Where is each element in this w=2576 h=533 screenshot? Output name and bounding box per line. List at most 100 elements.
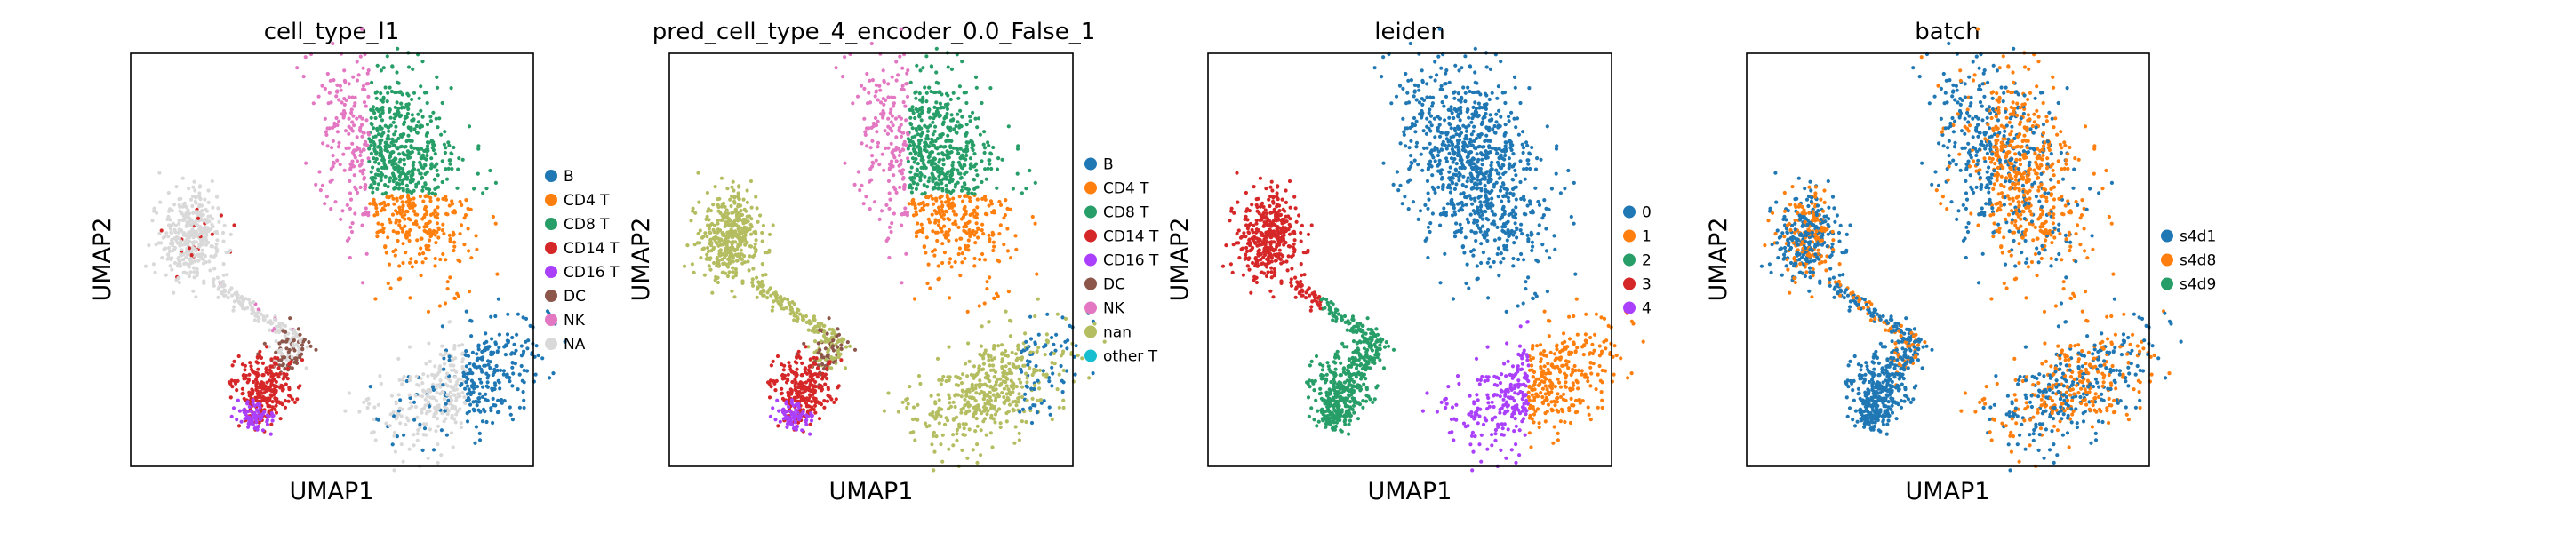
scatter-point [886,82,891,86]
scatter-point [1102,339,1107,344]
scatter-point [272,387,276,392]
scatter-point [848,344,852,348]
scatter-point [1266,270,1270,274]
scatter-point [793,418,797,422]
scatter-point [460,343,465,347]
scatter-point [513,362,517,366]
scatter-point [284,382,288,386]
scatter-point [431,211,436,216]
scatter-point [170,209,174,213]
scatter-point [740,279,745,283]
scatter-point [219,213,223,218]
scatter-point [231,308,236,313]
scatter-point [493,180,499,185]
scatter-point [820,362,825,367]
scatter-point [886,146,891,150]
scatter-point [499,398,503,402]
scatter-point [425,153,429,158]
scatter-point [1000,364,1004,370]
scatter-point [510,335,515,340]
scatter-point [404,251,408,255]
scatter-point [808,394,813,398]
scatter-point [948,197,952,202]
scatter-point [964,422,968,426]
scatter-point [705,256,710,260]
scatter-point [996,156,1001,161]
scatter-point [1247,267,1252,272]
scatter-point [890,114,895,118]
scatter-point [441,222,445,227]
scatter-point [381,131,386,135]
scatter-point [325,71,330,76]
scatter-point [345,203,349,207]
scatter-point [728,259,732,264]
scatter-point [908,170,913,174]
scatter-point [209,244,213,249]
scatter-point [430,385,436,389]
scatter-point [788,305,793,309]
scatter-point [440,389,444,394]
scatter-point [794,408,798,412]
scatter-point [449,86,453,91]
scatter-point [749,217,754,221]
scatter-point [685,243,690,248]
scatter-point [901,87,906,92]
scatter-point [301,75,306,79]
scatter-point [177,236,181,241]
scatter-point [184,204,188,209]
scatter-point [940,378,944,382]
scatter-point [947,260,951,265]
scatter-point [452,296,457,300]
legend-label: NK [1103,300,1125,318]
scatter-point [195,267,199,272]
scatter-point [395,181,399,187]
scatter-point [924,235,929,240]
scatter-point [870,139,875,143]
scatter-point [988,390,992,394]
scatter-point [942,422,948,426]
scatter-point [937,406,941,410]
scatter-point [464,309,468,314]
scatter-point [951,400,956,404]
scatter-point [994,379,998,385]
scatter-point [1269,270,1274,274]
scatter-point [232,223,236,227]
scatter-point [376,221,380,226]
scatter-point [1033,314,1037,319]
scatter-point [894,190,899,195]
scatter-point [948,401,952,405]
scatter-point [425,144,430,148]
scatter-point [191,266,196,270]
scatter-point [945,149,949,154]
scatter-point [510,384,515,388]
scatter-point [972,256,977,261]
scatter-point [789,401,794,405]
scatter-point [452,244,457,249]
scatter-point [985,280,989,284]
scatter-point [911,430,916,434]
scatter-point [945,193,949,197]
scatter-point [431,387,436,392]
scatter-point [810,413,815,418]
scatter-point [452,248,456,253]
scatter-point [903,206,908,211]
scatter-point [879,209,884,213]
scatter-point [934,70,939,75]
scatter-point [997,259,1002,264]
scatter-point [404,422,408,426]
scatter-point [222,282,227,287]
scatter-point [793,413,798,418]
scatter-point [839,343,844,347]
scatter-point [444,371,450,376]
scatter-point [954,182,958,187]
scatter-point [996,392,1000,396]
scatter-point [249,364,253,369]
scatter-point [868,78,872,83]
scatter-point [748,227,752,232]
scatter-point [228,381,233,386]
scatter-point [904,397,908,402]
scatter-point [362,175,366,180]
scatter-point [380,192,385,196]
scatter-point [456,167,460,171]
scatter-point [282,375,286,379]
